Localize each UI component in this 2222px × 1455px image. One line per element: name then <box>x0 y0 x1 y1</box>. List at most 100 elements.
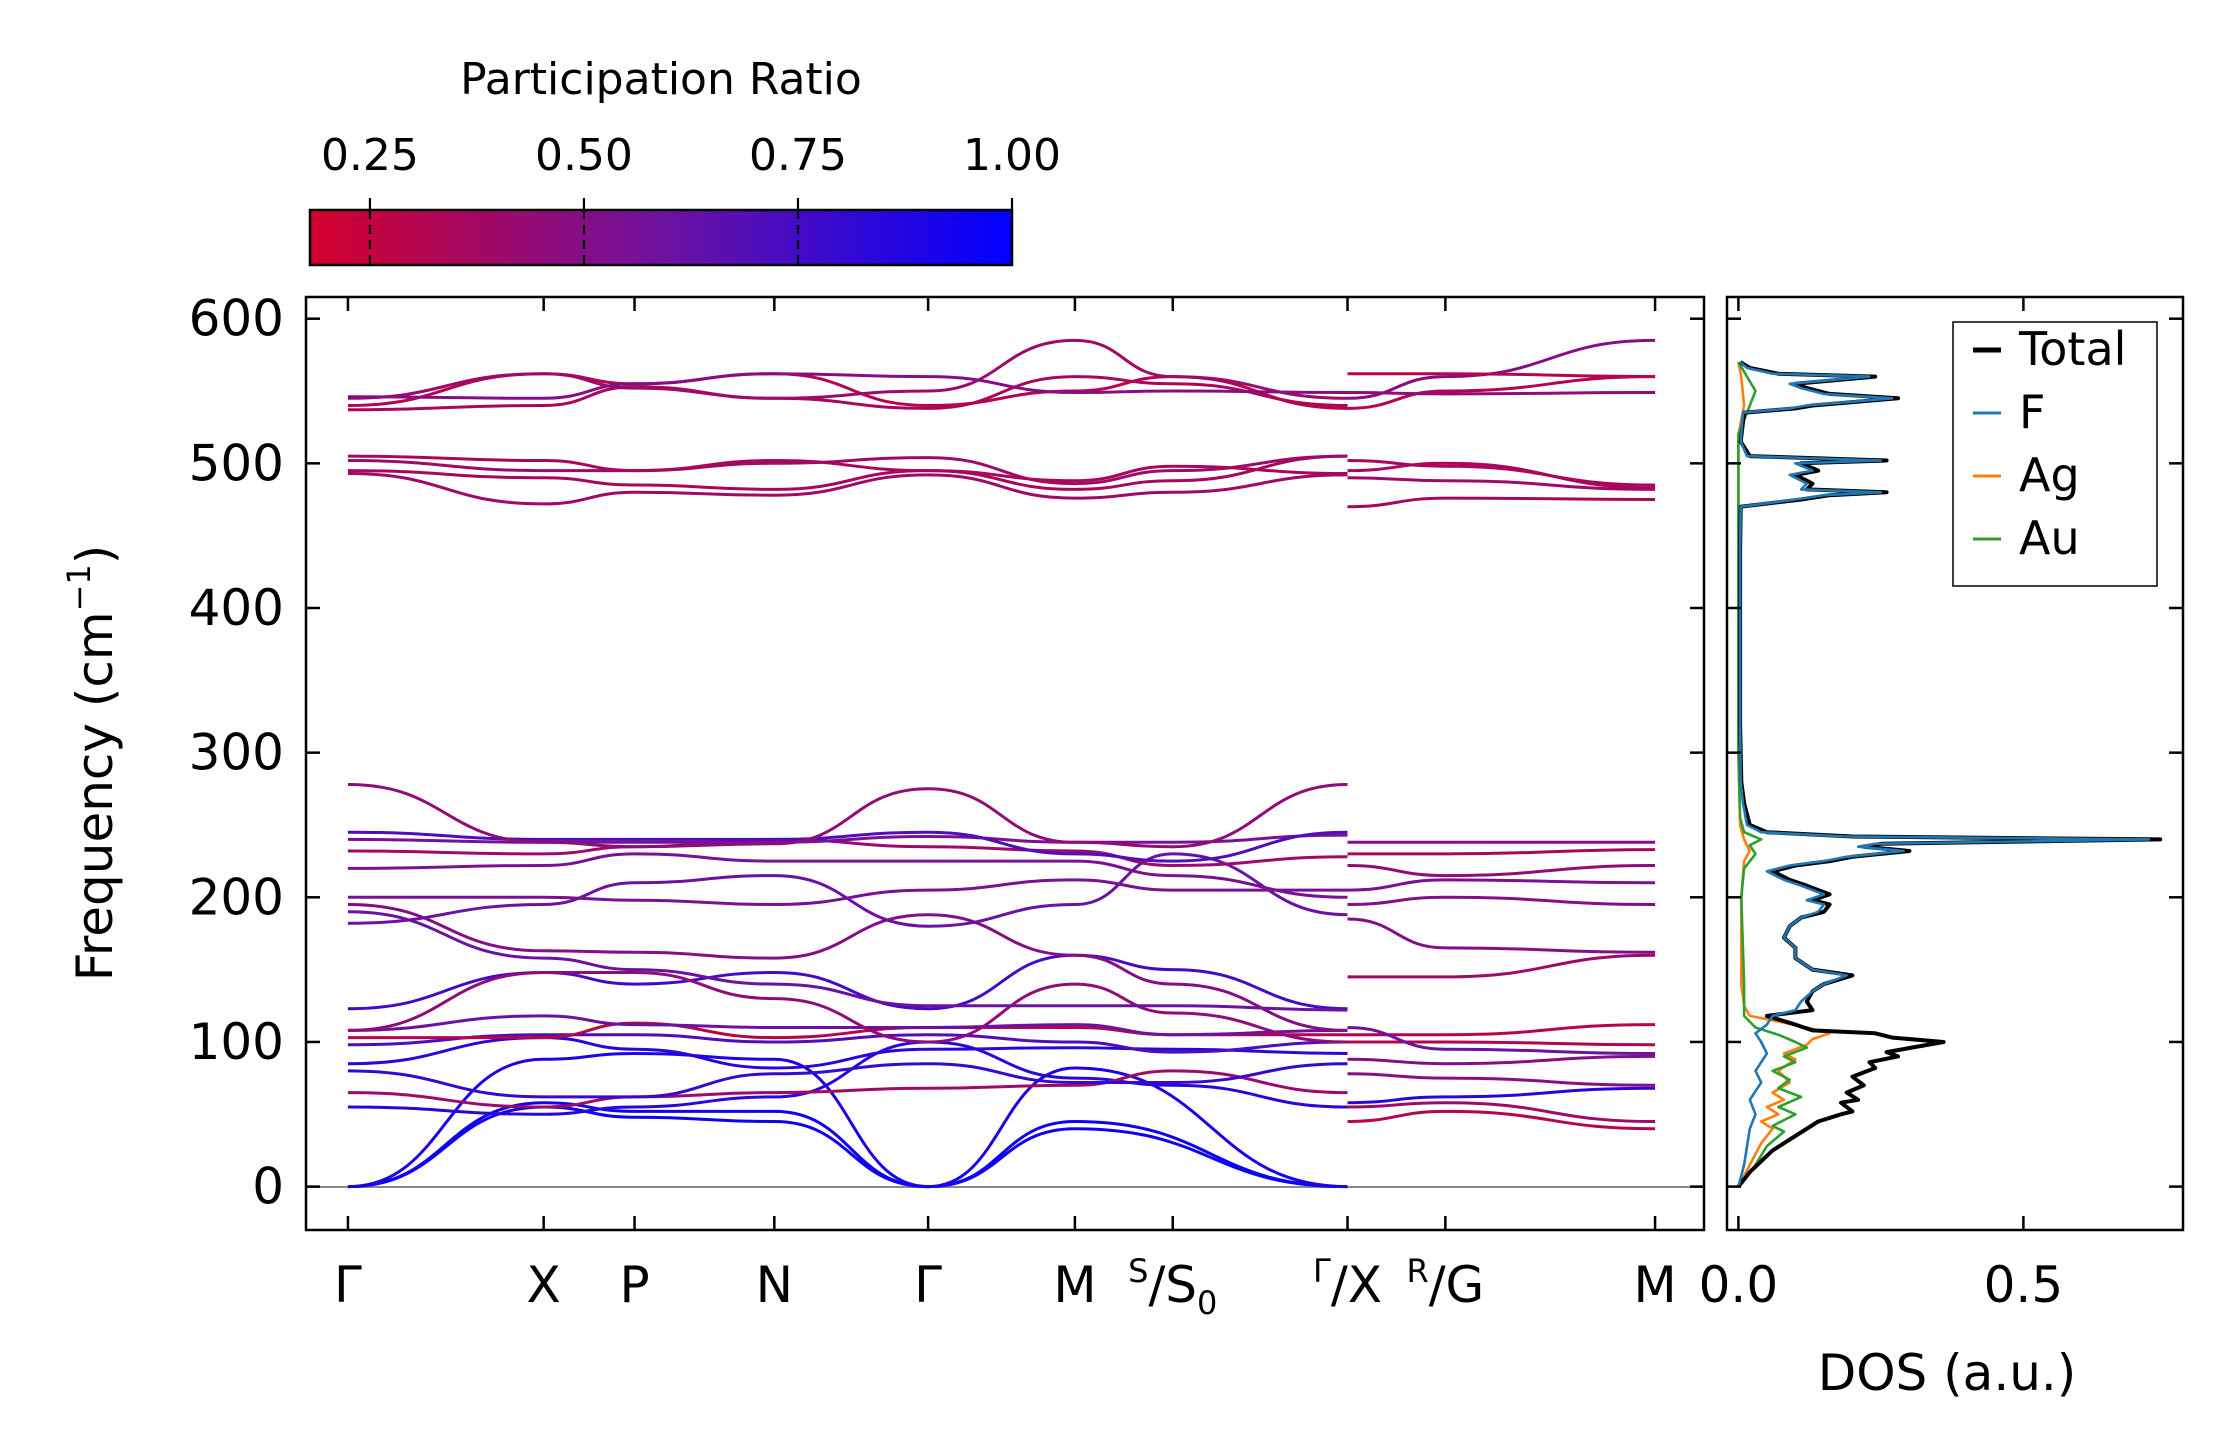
colorbar-tick-label: 1.00 <box>963 130 1061 181</box>
phonon-band <box>347 1014 1348 1037</box>
colorbar-tick-label: 0.50 <box>535 130 633 181</box>
phonon-band <box>347 903 1348 1032</box>
colorbar-tick-label: 0.75 <box>749 130 847 181</box>
phonon-band <box>1347 372 1656 379</box>
dos-curves <box>1736 360 2163 1188</box>
phonon-band <box>1347 895 1656 906</box>
phonon-band <box>347 783 1348 849</box>
phonon-band <box>347 970 1348 1044</box>
phonon-band <box>1347 391 1656 396</box>
colorbar-gradient <box>308 208 1014 267</box>
phonon-band <box>347 472 1348 506</box>
y-tick-label: 0 <box>252 1158 284 1216</box>
kpoint-label-main: /S <box>1148 1256 1197 1314</box>
phonon-band <box>347 852 1348 899</box>
dos-series-au <box>1737 361 1809 1188</box>
phonon-band <box>347 910 1348 1012</box>
phonon-band <box>1347 1072 1656 1087</box>
phonon-band <box>1347 461 1656 490</box>
dos-axis-label: DOS (a.u.) <box>1818 1344 2077 1402</box>
phonon-band <box>347 454 1348 483</box>
kpoint-label-sup: S <box>1128 1252 1148 1290</box>
kpoint-label: Γ <box>914 1256 942 1314</box>
dos-x-axis: 0.0 0.5 <box>1699 297 2064 1314</box>
dos-series-ag <box>1737 361 1831 1188</box>
phonon-band <box>1347 1054 1656 1066</box>
phonon-bands <box>347 338 1656 1189</box>
dos-legend: Total F Ag Au <box>1952 321 2158 587</box>
phonon-band <box>1347 1086 1656 1105</box>
phonon-band <box>1347 878 1656 892</box>
kpoint-label: Γ <box>334 1256 362 1314</box>
frequency-axis-label: Frequency (cm−1) <box>60 545 124 982</box>
phonon-band <box>347 837 1348 867</box>
band-plot-frame <box>304 295 1706 1232</box>
phonon-band <box>347 1069 1348 1109</box>
colorbar-title: Participation Ratio <box>460 54 862 105</box>
kpoint-label: Γ/X <box>1313 1252 1382 1314</box>
phonon-band <box>1347 864 1656 878</box>
phonon-band <box>1347 338 1656 400</box>
y-tick-label: 400 <box>189 579 284 637</box>
kpoint-label-sup: R <box>1406 1252 1428 1290</box>
kpoint-label: R/G <box>1406 1252 1484 1314</box>
phonon-band <box>1347 459 1656 487</box>
colorbar-tick-label: 0.25 <box>321 130 419 181</box>
phonon-band <box>347 953 1348 1011</box>
phonon-band <box>1347 1040 1656 1047</box>
phonon-band <box>1347 953 1656 979</box>
colorbar: Participation Ratio 0.25 0.50 0.75 1.00 <box>308 54 1061 267</box>
phonon-band <box>347 830 1348 863</box>
kpoint-label: M <box>1633 1256 1676 1314</box>
ylabel-text: Frequency (cm <box>66 611 124 981</box>
kpoint-label-main: /X <box>1331 1256 1382 1314</box>
phonon-band <box>347 878 1348 906</box>
kpoint-label: S/S0 <box>1128 1252 1217 1322</box>
dos-y-ticks <box>1727 317 2183 1188</box>
kpoint-label: M <box>1053 1256 1096 1314</box>
legend-label: Total <box>2018 322 2126 376</box>
phonon-band <box>347 852 1348 928</box>
legend-label: F <box>2019 385 2045 439</box>
y-tick-label: 200 <box>189 868 284 926</box>
phonon-band <box>347 1062 1348 1099</box>
dos-series-f <box>1737 361 2151 1187</box>
phonon-band <box>347 454 1348 486</box>
legend-label: Ag <box>2019 448 2080 502</box>
phonon-band <box>347 1033 1348 1054</box>
colorbar-tick-labels: 0.25 0.50 0.75 1.00 <box>321 130 1061 181</box>
kpoint-label: P <box>619 1256 649 1314</box>
kpoint-label-main: /G <box>1429 1256 1485 1314</box>
y-tick-label: 300 <box>189 724 284 782</box>
ylabel-superscript: −1 <box>60 564 98 611</box>
phonon-band <box>347 338 1348 400</box>
phonon-band <box>1347 476 1656 491</box>
dos-panel: 0.0 0.5 DOS (a.u.) Total F Ag Au <box>1699 295 2185 1402</box>
phonon-band <box>1347 1023 1656 1037</box>
dos-plot-frame <box>1725 295 2185 1232</box>
dos-x-tick-label: 0.5 <box>1984 1256 2064 1314</box>
kpoint-label-sub: 0 <box>1197 1284 1217 1322</box>
colorbar-ticks <box>368 198 1014 265</box>
dos-x-tick-label: 0.0 <box>1699 1256 1779 1314</box>
phonon-band <box>1347 1101 1656 1123</box>
frequency-axis: 0 100 200 300 400 500 600 <box>189 290 1704 1216</box>
y-tick-label: 500 <box>189 434 284 492</box>
phonon-band <box>347 372 1348 400</box>
phonon-band <box>1347 917 1656 954</box>
phonon-band <box>347 375 1348 412</box>
kpoint-label: X <box>527 1256 561 1314</box>
phonon-band <box>347 454 1348 491</box>
kpoint-label: N <box>756 1256 793 1314</box>
legend-box <box>1952 321 2158 587</box>
phonon-band <box>1347 1026 1656 1055</box>
y-tick-label: 100 <box>189 1013 284 1071</box>
legend-label: Au <box>2019 511 2080 565</box>
phonon-band <box>1347 848 1656 856</box>
phonon-band <box>1347 375 1656 410</box>
kpoint-axis: Γ X P N Γ M S/S0Γ/X R/G M <box>334 297 1677 1322</box>
phonon-band <box>347 1040 1348 1116</box>
phonon-band <box>347 1101 1348 1189</box>
